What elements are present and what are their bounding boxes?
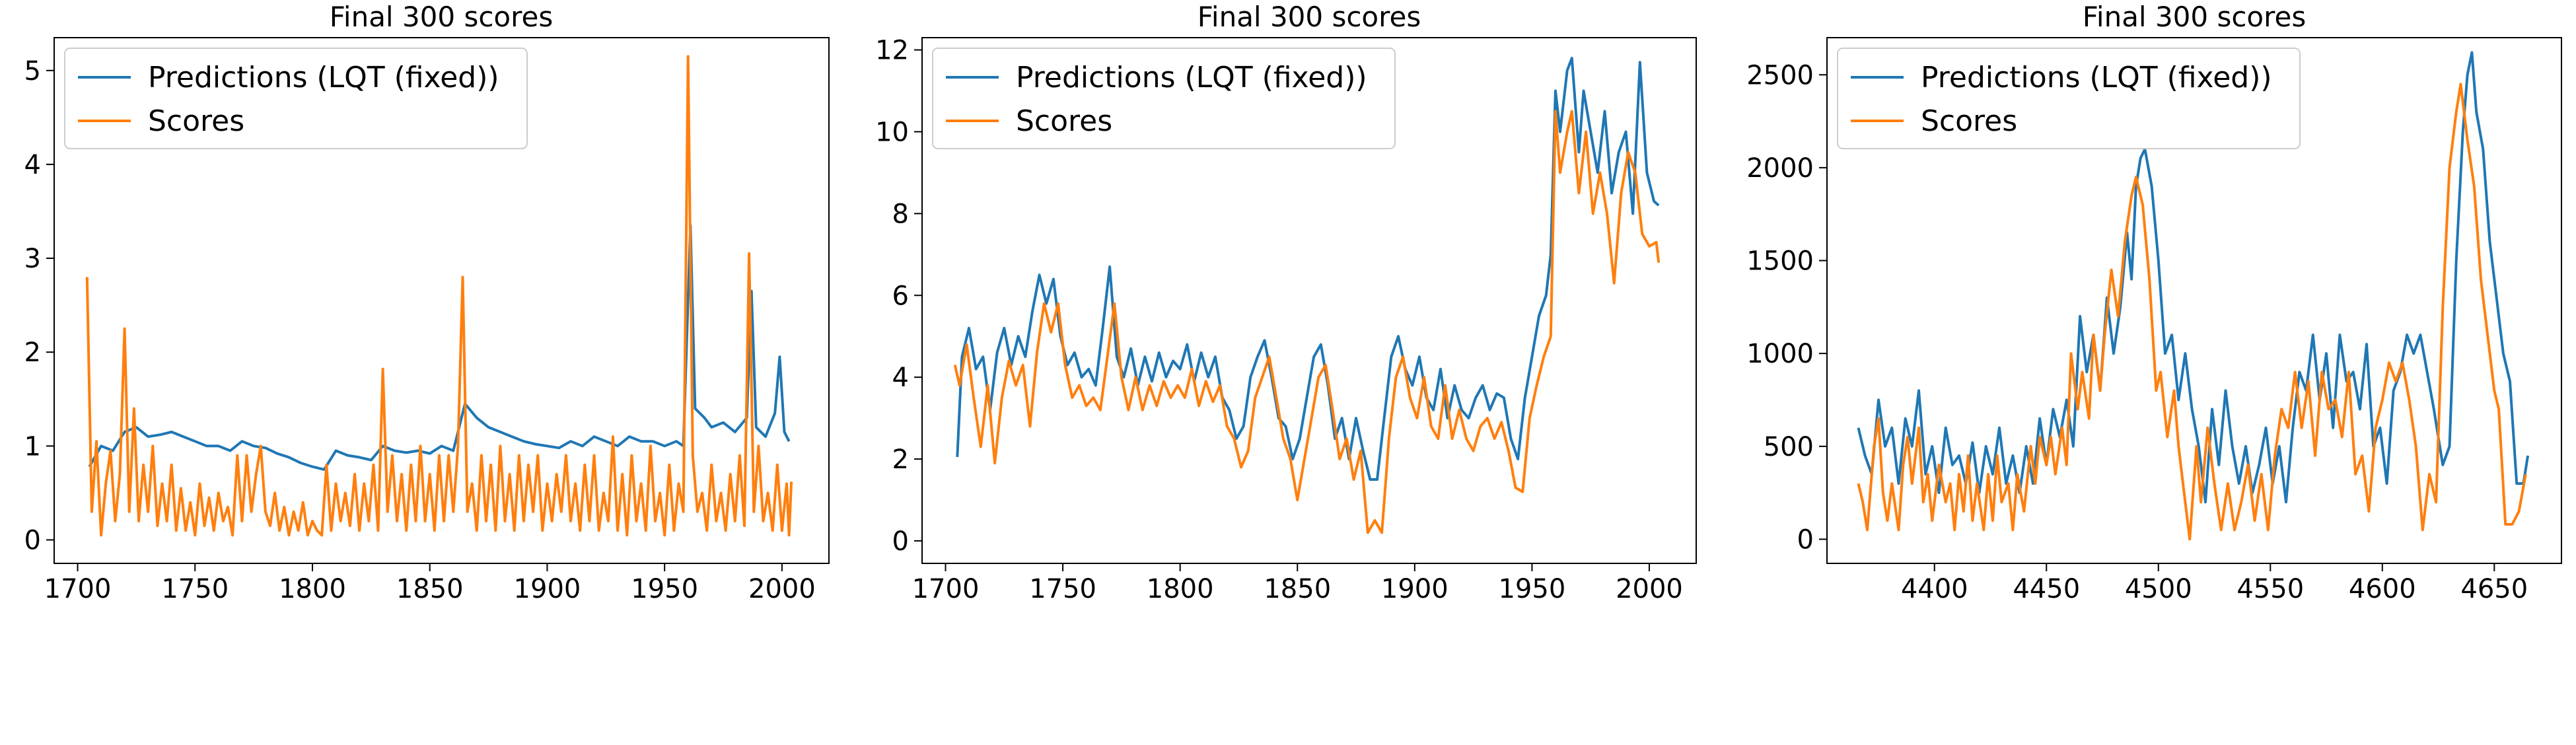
chart-title: Final 300 scores: [2083, 1, 2306, 33]
y-tick-label: 1000: [1746, 339, 1814, 369]
x-tick-label: 1900: [514, 574, 581, 604]
subplot-right: Final 300 scores 4400 4450 4500 4550 4600 465…: [1746, 1, 2562, 604]
y-tick-label: 4: [24, 150, 41, 180]
y-tick-label: 2: [892, 444, 909, 475]
legend-label: Scores: [1016, 104, 1112, 138]
y-tick-label: 10: [875, 117, 909, 147]
x-tick-label: 4450: [2013, 574, 2080, 604]
x-tick-label: 1800: [1147, 574, 1214, 604]
chart-title: Final 300 scores: [330, 1, 553, 33]
legend-box: [1837, 48, 2301, 149]
plot-area: 4400 4450 4500 4550 4600 4650 0 500 1000 1500 2000…: [1746, 37, 2562, 604]
x-tick-label: 4600: [2349, 574, 2416, 604]
legend-box: [932, 48, 1396, 149]
series-line-scores: [1857, 83, 2527, 541]
x-tick-label: 1800: [279, 574, 346, 604]
legend-label: Predictions (LQT (fixed)): [1016, 61, 1367, 94]
plot-area: 1700 1750 1800 1850 1900 1950 2000 0 2 4 6 8 10 12: [875, 36, 1697, 604]
y-tick-label: 8: [892, 199, 909, 229]
legend-label: Scores: [1921, 104, 2017, 138]
axes-frame: [54, 37, 830, 564]
y-tick-label: 2000: [1746, 153, 1814, 184]
axes-frame: [1826, 37, 2562, 564]
series-line-predictions: [88, 224, 791, 471]
x-tick-label: 4550: [2236, 574, 2304, 604]
y-tick-label: 3: [24, 244, 41, 274]
plot-area: 1700 1750 1800 1850 1900 1950 2000 0 1 2 3 4 5: [24, 37, 830, 604]
y-tick-label: 0: [1797, 524, 1814, 555]
x-tick-label: 1850: [396, 574, 464, 604]
x-tick-label: 1900: [1381, 574, 1449, 604]
chart-title: Final 300 scores: [1198, 1, 1421, 33]
y-tick-label: 2500: [1746, 60, 1814, 90]
x-tick-label: 1850: [1264, 574, 1331, 604]
y-tick-label: 4: [892, 363, 909, 393]
x-tick-label: 4400: [1901, 574, 1968, 604]
y-tick-label: 6: [892, 281, 909, 311]
series-line-predictions: [956, 57, 1660, 481]
y-tick-label: 12: [875, 36, 909, 66]
y-tick-label: 1500: [1746, 246, 1814, 277]
y-tick-label: 0: [24, 525, 41, 555]
x-tick-label: 4650: [2460, 574, 2528, 604]
x-tick-label: 1950: [631, 574, 698, 604]
subplot-middle: Final 300 scores 1700 1750 1800 1850 1900 195…: [875, 1, 1697, 604]
legend-label: Predictions (LQT (fixed)): [1921, 61, 2272, 94]
legend-label: Predictions (LQT (fixed)): [148, 61, 499, 94]
x-tick-label: 2000: [1616, 574, 1683, 604]
legend: Predictions (LQT (fixed)) Scores: [64, 48, 528, 149]
subplot-left: Final 300 scores 1700 1750 1800 1850 1900 195…: [24, 1, 830, 604]
y-tick-label: 1: [24, 431, 41, 462]
x-tick-label: 1750: [161, 574, 229, 604]
x-tick-label: 1700: [44, 574, 112, 604]
legend: Predictions (LQT (fixed)) Scores: [932, 48, 1396, 149]
series-line-scores: [85, 55, 793, 537]
series-line-predictions: [1857, 51, 2530, 504]
y-tick-label: 0: [892, 526, 909, 557]
y-tick-label: 500: [1764, 432, 1814, 462]
x-tick-label: 2000: [748, 574, 816, 604]
legend-box: [64, 48, 528, 149]
y-tick-label: 5: [24, 56, 41, 87]
x-tick-label: 1750: [1029, 574, 1096, 604]
y-tick-label: 2: [24, 337, 41, 368]
legend-label: Scores: [148, 104, 244, 138]
series-line-scores: [953, 110, 1661, 534]
x-tick-label: 1950: [1498, 574, 1565, 604]
legend: Predictions (LQT (fixed)) Scores: [1837, 48, 2301, 149]
x-tick-label: 1700: [912, 574, 980, 604]
axes-frame: [921, 37, 1697, 564]
x-tick-label: 4500: [2125, 574, 2192, 604]
